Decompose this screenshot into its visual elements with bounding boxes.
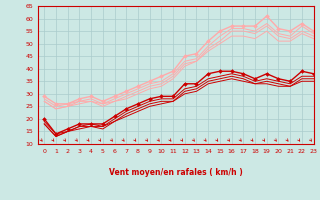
X-axis label: Vent moyen/en rafales ( km/h ): Vent moyen/en rafales ( km/h ) (109, 168, 243, 177)
